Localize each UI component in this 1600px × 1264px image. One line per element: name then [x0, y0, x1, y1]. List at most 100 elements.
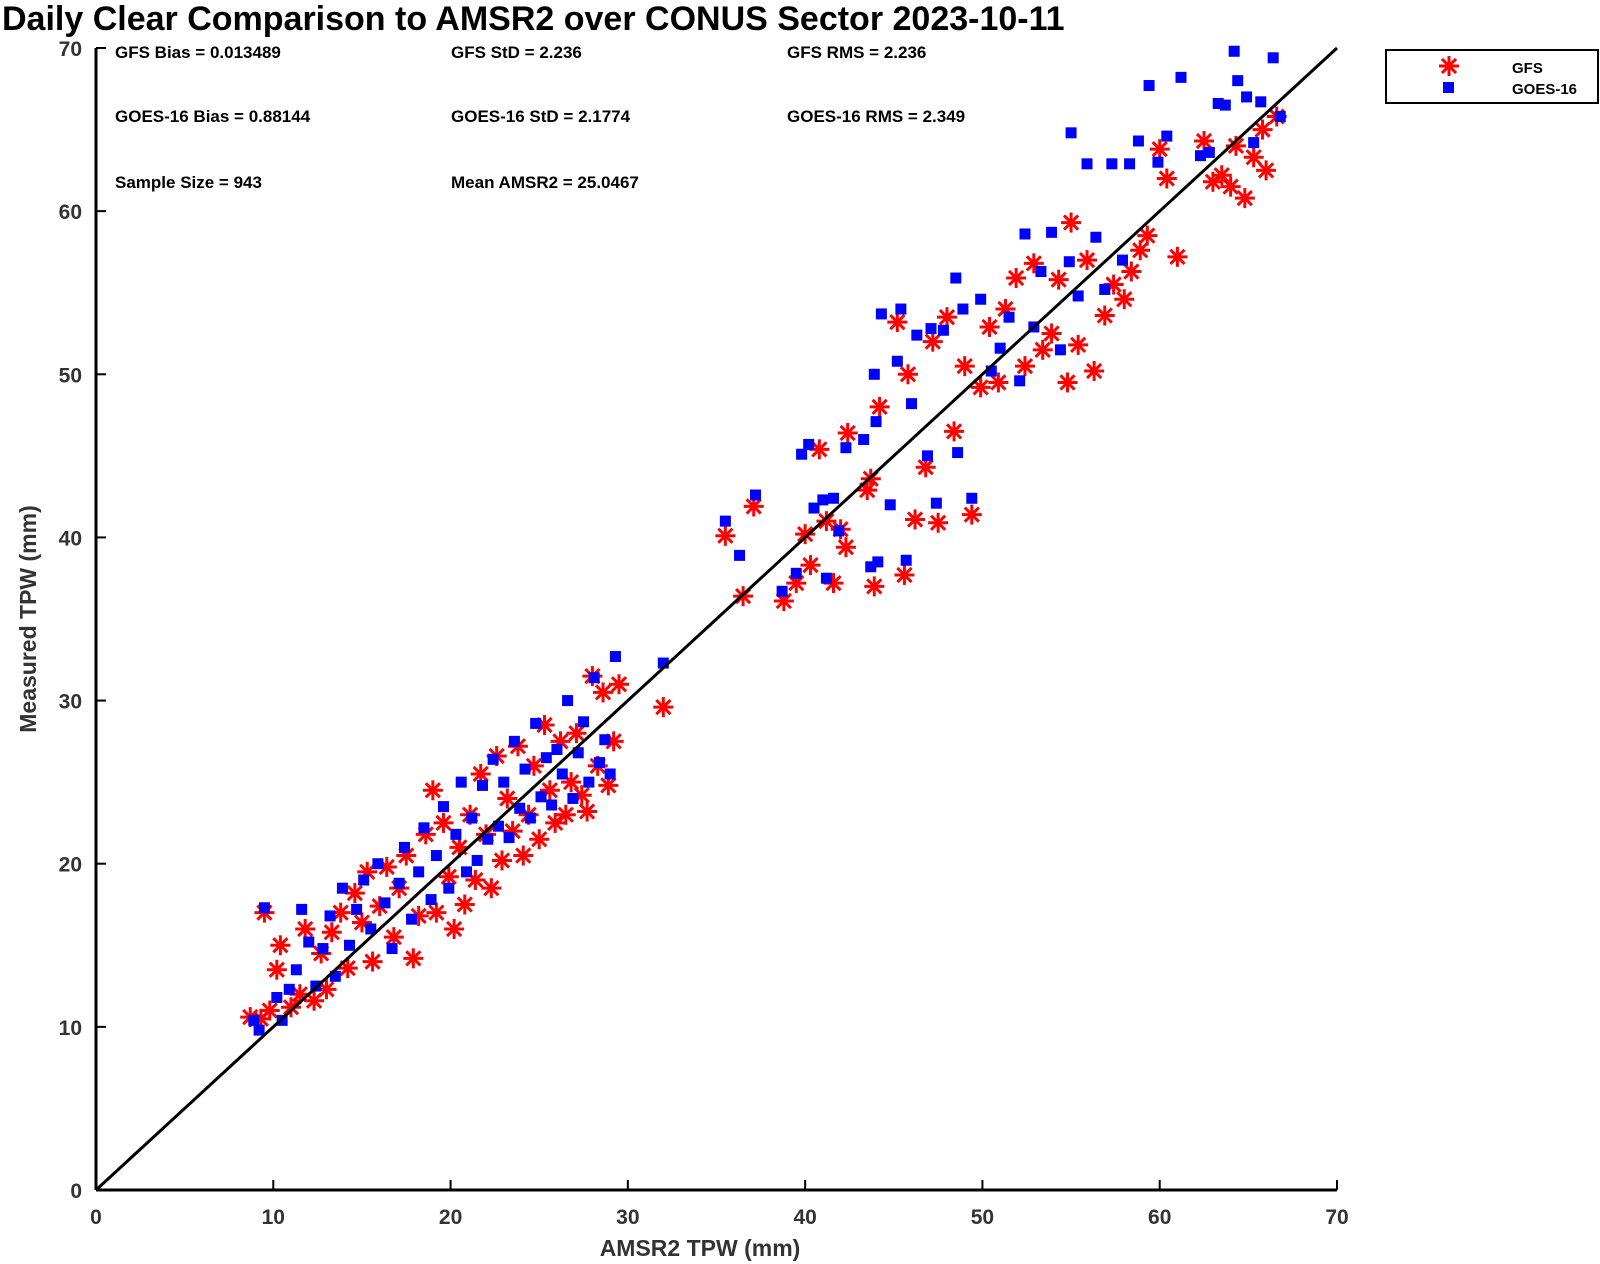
gfs-point	[1149, 139, 1170, 160]
legend-gfs-asterisk	[1439, 56, 1459, 76]
goes16-point	[1090, 231, 1102, 243]
gfs-point	[539, 780, 560, 801]
goes16-point	[455, 776, 467, 788]
goes16-point	[719, 515, 731, 527]
goes16-point	[868, 368, 880, 380]
gfs-point	[1243, 147, 1264, 168]
goes16-point	[1065, 127, 1077, 139]
goes16-point	[1161, 130, 1173, 142]
y-tick-label: 0	[70, 1180, 82, 1203]
series-goes-16	[248, 45, 1286, 1036]
goes16-point	[1212, 97, 1224, 109]
gfs-point	[1014, 356, 1035, 377]
goes16-point	[1203, 146, 1215, 158]
goes16-point	[1255, 96, 1267, 108]
gfs-point	[351, 912, 372, 933]
stat-mean-amsr2: Mean AMSR2 = 25.0467	[451, 173, 639, 192]
gfs-point	[897, 364, 918, 385]
goes16-point	[365, 923, 377, 935]
goes16-point	[1241, 91, 1253, 103]
goes16-point	[393, 877, 405, 889]
gfs-point	[295, 918, 316, 939]
goes16-point	[386, 943, 398, 955]
goes16-point	[418, 822, 430, 834]
goes16-point	[734, 549, 746, 561]
gfs-point	[915, 457, 936, 478]
stat-gfs-std: GFS StD = 2.236	[451, 43, 582, 62]
goes16-point	[1267, 52, 1279, 64]
goes16-point	[290, 964, 302, 976]
gfs-point	[795, 524, 816, 545]
goes16-point	[1232, 75, 1244, 87]
goes16-point	[884, 499, 896, 511]
goes16-point	[891, 355, 903, 367]
gfs-point	[321, 922, 342, 943]
gfs-point	[800, 555, 821, 576]
goes16-point	[776, 585, 788, 597]
goes16-point	[1054, 344, 1066, 356]
gfs-point	[1156, 168, 1177, 189]
y-tick-label: 10	[59, 1017, 82, 1040]
goes16-point	[271, 991, 283, 1003]
gfs-point	[422, 780, 443, 801]
gfs-point	[887, 312, 908, 333]
goes16-point	[1072, 290, 1084, 302]
goes16-point	[657, 657, 669, 669]
goes16-point	[551, 744, 563, 756]
goes16-point	[1063, 256, 1075, 268]
gfs-point	[1094, 305, 1115, 326]
gfs-point	[864, 576, 885, 597]
goes16-point	[1143, 80, 1155, 92]
goes16-point	[1014, 375, 1026, 387]
gfs-point	[608, 674, 629, 695]
goes16-point	[966, 492, 978, 504]
goes16-point	[508, 735, 520, 747]
goes16-point	[1081, 158, 1093, 170]
goes16-point	[317, 943, 329, 955]
goes16-point	[476, 779, 488, 791]
gfs-point	[304, 990, 325, 1011]
gfs-point	[344, 883, 365, 904]
goes16-point	[540, 752, 552, 764]
gfs-point	[555, 804, 576, 825]
goes16-point	[957, 303, 969, 315]
goes16-point	[840, 442, 852, 454]
x-tick-label: 20	[439, 1206, 462, 1229]
goes16-point	[437, 801, 449, 813]
x-tick-label: 10	[262, 1206, 285, 1229]
gfs-point	[403, 948, 424, 969]
goes16-point	[1124, 158, 1136, 170]
goes16-point	[833, 525, 845, 537]
one-to-one-line	[94, 46, 1339, 1192]
x-tick-label: 60	[1148, 1206, 1171, 1229]
goes16-point	[572, 747, 584, 759]
y-tick-label: 50	[59, 364, 82, 387]
goes16-point	[952, 447, 964, 459]
goes16-point	[1003, 311, 1015, 323]
goes16-point	[248, 1014, 260, 1026]
gfs-point	[715, 525, 736, 546]
goes16-point	[750, 489, 762, 501]
gfs-point	[545, 812, 566, 833]
goes16-point	[895, 303, 907, 315]
gfs-point	[1032, 339, 1053, 360]
goes16-point	[1274, 111, 1286, 123]
goes16-point	[994, 342, 1006, 354]
goes16-point	[808, 502, 820, 514]
gfs-point	[936, 307, 957, 328]
gfs-point	[491, 850, 512, 871]
goes16-point	[593, 757, 605, 769]
gfs-point	[944, 421, 965, 442]
x-tick-label: 30	[616, 1206, 639, 1229]
stat-gfs-bias: GFS Bias = 0.013489	[115, 43, 281, 62]
gfs-point	[1225, 135, 1246, 156]
x-tick-label: 0	[90, 1206, 102, 1229]
goes16-point	[296, 903, 308, 915]
goes16-point	[253, 1024, 265, 1036]
gfs-point	[1077, 250, 1098, 271]
goes16-point	[546, 799, 558, 811]
gfs-point	[316, 979, 337, 1000]
y-tick-label: 30	[59, 691, 82, 714]
gfs-point	[1048, 269, 1069, 290]
goes16-point	[1175, 71, 1187, 83]
